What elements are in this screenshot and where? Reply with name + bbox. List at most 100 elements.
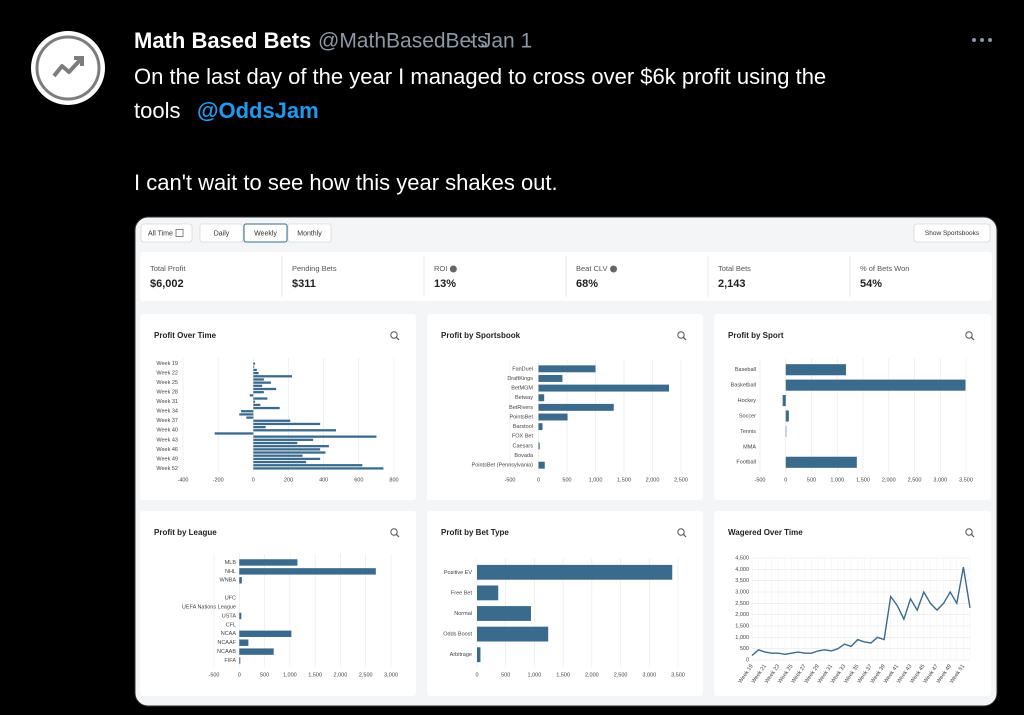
y-tick-label: UFC <box>225 596 236 602</box>
bar <box>538 394 545 402</box>
y-tick-label: Week 37 <box>156 418 178 424</box>
x-tick-label: 0 <box>238 672 241 678</box>
bar <box>239 612 242 620</box>
x-tick-label: 0 <box>475 672 478 678</box>
bar <box>239 648 274 655</box>
mention[interactable]: @OddsJam <box>197 98 319 123</box>
bar <box>253 365 255 368</box>
bar <box>249 394 254 397</box>
bar <box>477 585 499 601</box>
bar <box>253 378 264 381</box>
y-tick-label: FIFA <box>224 658 236 664</box>
y-tick-label: Football <box>736 460 756 466</box>
x-tick-label: 3,500 <box>671 672 685 678</box>
calendar-icon <box>175 229 184 237</box>
author-name[interactable]: Math Based Bets <box>134 28 311 53</box>
bar <box>253 368 257 372</box>
x-tick-label: 200 <box>284 477 293 483</box>
tweet-text: I can't wait to see how this year shakes… <box>134 170 558 195</box>
y-tick-label: FOX Bet <box>512 434 534 440</box>
zoom-icon[interactable] <box>965 528 975 538</box>
y-tick-label: Odds Boost <box>443 632 472 638</box>
chart-panel <box>714 314 991 500</box>
bar <box>538 384 670 392</box>
zoom-icon[interactable] <box>390 331 400 341</box>
x-tick-label: -400 <box>177 477 188 483</box>
period-label: Monthly <box>297 230 322 237</box>
period-label: Daily <box>214 230 230 237</box>
bar <box>538 461 545 469</box>
bar <box>253 429 336 432</box>
x-tick-label: 500 <box>807 477 816 483</box>
author-handle[interactable]: @MathBasedBets <box>318 30 488 53</box>
bar <box>253 460 307 464</box>
x-tick-label: 1,000 <box>830 477 844 483</box>
period-button[interactable] <box>287 223 332 243</box>
x-tick-label: -500 <box>208 672 219 678</box>
bar <box>239 559 298 566</box>
zoom-icon[interactable] <box>965 331 975 341</box>
y-tick-label: Week 40 <box>156 428 178 434</box>
zoom-handle <box>970 533 975 538</box>
stat-value: $311 <box>292 278 316 290</box>
zoom-icon[interactable] <box>390 528 400 538</box>
zoom-handle <box>395 336 400 341</box>
bar <box>253 406 280 410</box>
x-tick-label: 3,000 <box>642 672 656 678</box>
stat-label: Total Bets <box>718 264 751 273</box>
tweet-date[interactable]: · Jan 1 <box>468 30 532 53</box>
period-label: Weekly <box>254 230 277 237</box>
more-menu[interactable] <box>972 38 992 42</box>
bar <box>253 464 363 467</box>
range-button[interactable] <box>140 223 193 243</box>
bar <box>253 425 266 429</box>
x-tick-label: 0 <box>784 477 787 483</box>
avatar-arrow <box>52 57 83 78</box>
y-tick-label: 4,000 <box>735 567 749 573</box>
bar <box>253 457 321 461</box>
x-tick-label: 1,500 <box>556 672 570 678</box>
y-tick-label: 2,000 <box>735 612 749 618</box>
y-tick-label: 3,000 <box>735 589 749 595</box>
period-button[interactable] <box>243 223 288 243</box>
y-tick-label: Hockey <box>738 398 757 404</box>
x-tick-label: 2,500 <box>359 672 373 678</box>
sportsbooks-button[interactable] <box>913 223 991 243</box>
y-tick-label: Week 31 <box>156 399 178 405</box>
y-tick-label: 1,500 <box>735 623 749 629</box>
y-tick-label: NHL <box>225 569 236 575</box>
chart-panel <box>140 511 416 696</box>
y-tick-label: Bovada <box>514 453 534 459</box>
y-tick-label: UEFA Nations League <box>182 604 236 610</box>
period-button[interactable] <box>199 223 244 243</box>
avatar-circle[interactable] <box>31 31 105 105</box>
bar <box>253 422 321 426</box>
y-tick-label: Betway <box>515 395 533 401</box>
x-tick-label: 1,000 <box>283 672 297 678</box>
x-tick-label: 2,500 <box>614 672 628 678</box>
avatar[interactable] <box>31 31 105 105</box>
x-tick-label: 800 <box>389 477 398 483</box>
bar <box>253 371 259 375</box>
bar <box>477 606 531 621</box>
bar <box>785 364 847 376</box>
y-tick-label: Week 25 <box>156 380 178 386</box>
x-tick-label: -500 <box>504 477 515 483</box>
bar <box>239 630 292 638</box>
zoom-icon[interactable] <box>677 331 687 341</box>
tweet-text: On the last day of the year I managed to… <box>134 64 826 89</box>
bar <box>253 441 298 445</box>
bar <box>538 403 614 411</box>
x-tick-label: 2,500 <box>908 477 922 483</box>
stat-label: ROI <box>434 264 447 273</box>
bar <box>538 365 596 373</box>
bar <box>239 639 249 646</box>
bar <box>538 413 568 421</box>
chart-title: Profit by League <box>154 528 217 537</box>
zoom-icon[interactable] <box>677 528 687 538</box>
x-tick-label: 2,500 <box>674 477 688 483</box>
stat-value: 13% <box>434 278 456 290</box>
zoom-lens <box>677 331 685 339</box>
bar <box>477 626 549 642</box>
